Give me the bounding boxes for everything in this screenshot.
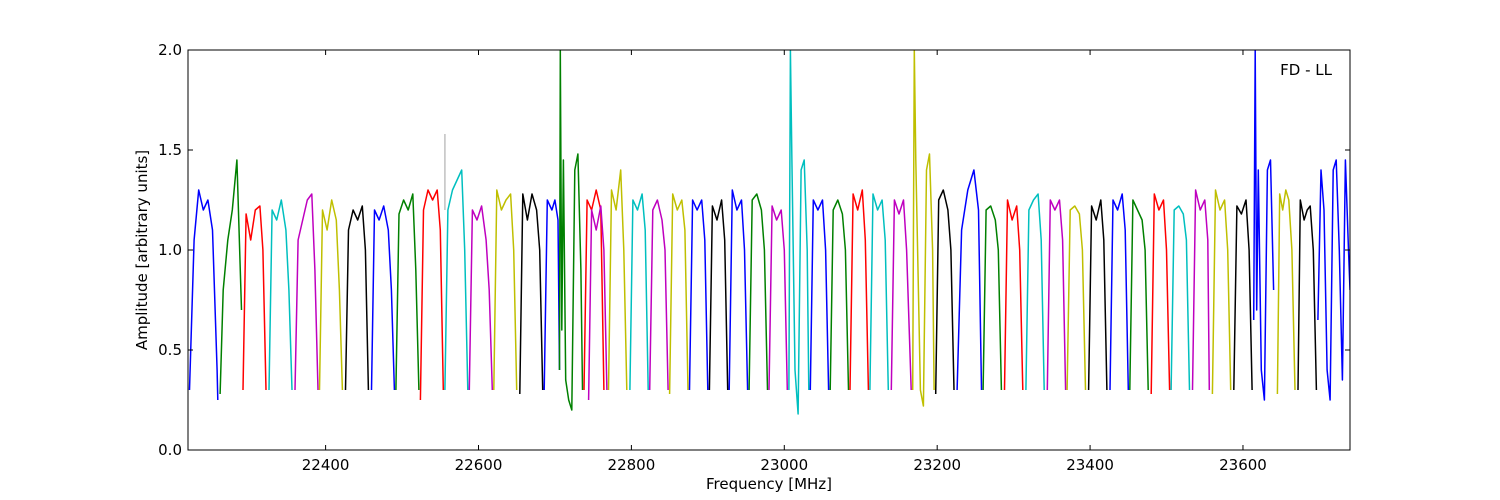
series-line-34 — [934, 189, 955, 395]
y-tick-label-4: 2.0 — [158, 41, 182, 59]
series-line-37 — [1003, 199, 1024, 391]
series-line-32 — [890, 199, 912, 391]
y-axis-label: Amplitude [arbitrary units] — [133, 150, 151, 350]
ticks-layer: 22400 22600 22800 23000 23200 23400 23600 0.0 0.… — [158, 41, 1350, 474]
x-tick-label-4: 23200 — [913, 456, 961, 474]
series-line-42 — [1109, 193, 1130, 391]
series-line-23 — [708, 199, 729, 391]
y-tick-label-2: 1.0 — [158, 241, 182, 259]
series-line-14 — [543, 199, 561, 391]
plot-frame — [187, 49, 1351, 451]
series-line-36 — [982, 205, 1003, 391]
series-line-35 — [956, 169, 983, 391]
series-line-43 — [1129, 199, 1149, 391]
series-line-4 — [294, 193, 319, 391]
x-tick-label-2: 22800 — [608, 456, 656, 474]
series-line-27 — [788, 50, 810, 415]
series-line-21 — [668, 193, 689, 395]
series-line-46 — [1191, 189, 1211, 391]
series-line-17 — [587, 205, 608, 401]
series-layer — [188, 50, 1350, 415]
series-line-39 — [1046, 199, 1067, 391]
series-line-47 — [1211, 189, 1232, 395]
series-line-5 — [318, 199, 344, 391]
series-line-0 — [188, 189, 219, 401]
series-line-1 — [219, 159, 243, 395]
series-line-13 — [519, 193, 544, 395]
x-tick-label-6: 23600 — [1219, 456, 1267, 474]
series-line-16 — [583, 189, 605, 391]
series-line-18 — [607, 169, 628, 391]
y-tick-label-3: 1.5 — [158, 141, 182, 159]
series-line-50 — [1276, 189, 1296, 395]
x-tick-label-5: 23400 — [1066, 456, 1114, 474]
y-tick-label-0: 0.0 — [158, 441, 182, 459]
series-line-6 — [344, 205, 370, 391]
x-tick-label-0: 22400 — [302, 456, 350, 474]
series-line-8 — [395, 193, 420, 391]
series-line-22 — [688, 199, 709, 391]
series-line-3 — [268, 199, 293, 391]
series-line-51 — [1297, 199, 1318, 391]
series-line-44 — [1150, 193, 1171, 395]
series-line-19 — [629, 193, 649, 391]
series-line-20 — [648, 199, 669, 391]
series-line-2 — [242, 205, 267, 391]
series-line-7 — [370, 205, 396, 391]
series-line-40 — [1066, 205, 1087, 391]
series-line-31 — [869, 193, 890, 391]
x-tick-label-3: 23000 — [760, 456, 808, 474]
series-line-26 — [768, 205, 789, 391]
series-line-49 — [1252, 50, 1275, 401]
series-line-10 — [444, 169, 469, 391]
series-line-24 — [728, 189, 749, 391]
series-line-15 — [558, 50, 584, 411]
x-axis-label: Frequency [MHz] — [706, 475, 832, 493]
series-line-45 — [1170, 205, 1191, 391]
series-line-29 — [829, 199, 850, 391]
x-tick-label-1: 22600 — [455, 456, 503, 474]
series-line-9 — [419, 189, 445, 401]
series-line-38 — [1025, 193, 1045, 391]
series-line-11 — [468, 205, 494, 391]
annotation-label: FD - LL — [1280, 61, 1332, 79]
series-line-41 — [1087, 199, 1108, 391]
series-line-33 — [911, 50, 935, 407]
series-line-25 — [748, 193, 769, 391]
series-line-30 — [849, 189, 870, 391]
series-line-12 — [493, 189, 518, 391]
y-tick-label-1: 0.5 — [158, 341, 182, 359]
series-line-28 — [809, 199, 830, 391]
series-line-52 — [1317, 159, 1350, 401]
series-line-48 — [1233, 199, 1253, 391]
